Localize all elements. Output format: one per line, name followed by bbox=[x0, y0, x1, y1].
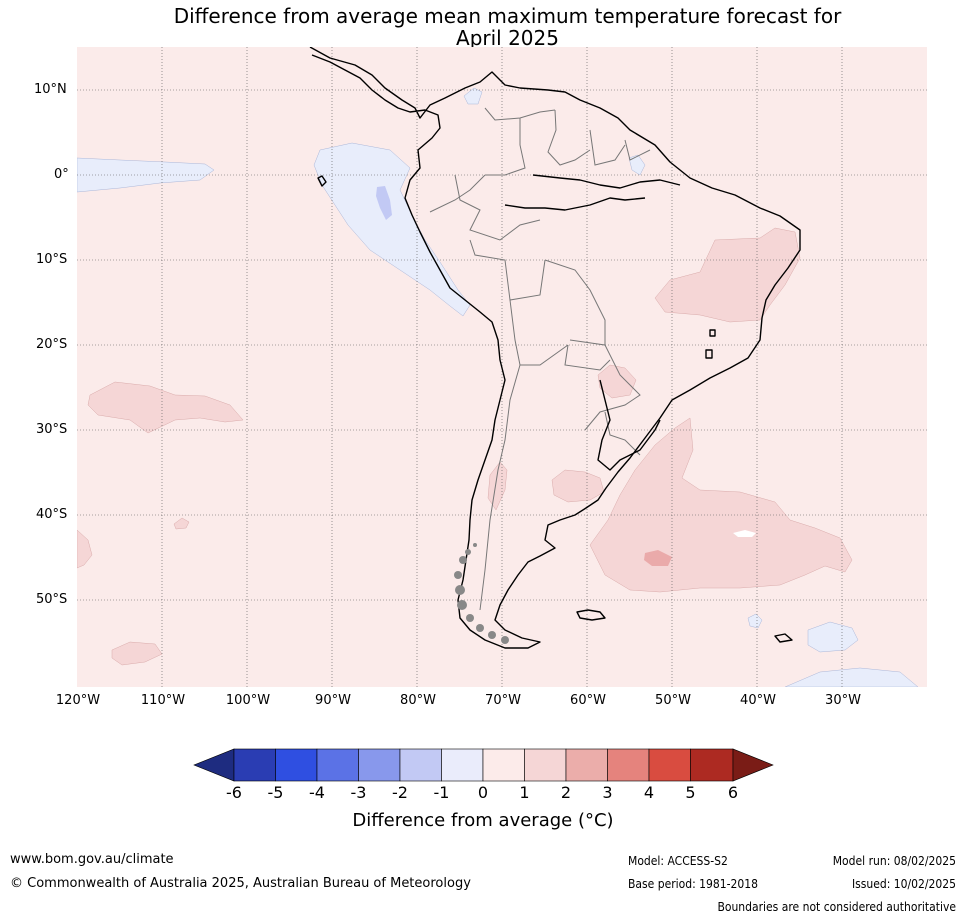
colorbar-tick: -3 bbox=[350, 783, 367, 802]
colorbar-tick: 2 bbox=[560, 783, 572, 802]
colorbar-tick: 1 bbox=[519, 783, 530, 802]
cool-anomaly-caribbean bbox=[463, 87, 483, 105]
map-area bbox=[77, 47, 927, 687]
map-title-line1: Difference from average mean maximum tem… bbox=[173, 4, 842, 28]
lat-label: 10°S bbox=[36, 252, 68, 267]
colorbar-extend-high bbox=[732, 748, 774, 782]
lat-label: 10°N bbox=[34, 82, 67, 97]
cool-anomaly-far-south bbox=[784, 667, 919, 687]
colorbar-bin bbox=[358, 748, 401, 782]
colorbar-bin bbox=[607, 748, 650, 782]
colorbar-bin bbox=[482, 748, 525, 782]
colorbar-bin bbox=[648, 748, 691, 782]
colorbar-tick: -4 bbox=[309, 783, 325, 802]
colorbar-tick: -2 bbox=[392, 783, 408, 802]
warm-anomaly-core bbox=[644, 550, 672, 566]
lon-label: 80°W bbox=[400, 693, 436, 708]
colorbar-label: Difference from average (°C) bbox=[352, 810, 614, 831]
lat-label: 40°S bbox=[36, 507, 68, 522]
colorbar-bin bbox=[565, 748, 608, 782]
warm-anomaly-pacific-west bbox=[87, 381, 244, 434]
lon-label: 30°W bbox=[825, 693, 861, 708]
lon-label: 60°W bbox=[570, 693, 606, 708]
cool-anomaly-south-atlantic bbox=[807, 621, 859, 653]
colorbar-extend-low bbox=[193, 748, 235, 782]
colorbar-tick: -5 bbox=[267, 783, 284, 802]
lon-label: 100°W bbox=[225, 693, 271, 708]
base-period-text: Base period: 1981-2018 bbox=[628, 877, 759, 891]
colorbar-tick: 0 bbox=[477, 783, 489, 802]
colorbar-bin bbox=[233, 748, 276, 782]
warm-anomaly-pacific-edge bbox=[77, 529, 93, 569]
warm-anomaly-brazil-northeast bbox=[654, 227, 801, 323]
map-title-line2: April 2025 bbox=[456, 26, 559, 50]
lon-label: 50°W bbox=[655, 693, 691, 708]
website-link[interactable]: www.bom.gov.au/climate bbox=[10, 852, 174, 867]
cool-anomaly-core bbox=[376, 186, 392, 220]
map-gridlines bbox=[77, 47, 927, 687]
colorbar bbox=[193, 748, 774, 782]
chile-archipelago bbox=[454, 543, 509, 644]
colorbar-tick: -6 bbox=[226, 783, 242, 802]
colorbar-tick: -1 bbox=[433, 783, 450, 802]
coastline bbox=[309, 47, 801, 649]
cool-anomaly-peru-current bbox=[313, 142, 471, 317]
disclaimer-text: Boundaries are not considered authoritat… bbox=[717, 900, 956, 914]
colorbar-tick: 5 bbox=[685, 783, 696, 802]
colorbar-bin bbox=[524, 748, 567, 782]
lat-label: 50°S bbox=[36, 592, 68, 607]
cool-anomaly-falklands-east bbox=[747, 613, 763, 629]
lon-label: 120°W bbox=[55, 693, 101, 708]
colorbar-tick: 3 bbox=[602, 783, 613, 802]
warm-anomaly-pacific-south bbox=[111, 641, 163, 666]
lat-label: 30°S bbox=[36, 422, 68, 437]
colorbar-bin bbox=[275, 748, 318, 782]
lat-label: 0° bbox=[54, 167, 69, 182]
lat-label: 20°S bbox=[36, 337, 68, 352]
issued-text: Issued: 10/02/2025 bbox=[851, 877, 956, 891]
copyright-text: © Commonwealth of Australia 2025, Austra… bbox=[10, 876, 471, 891]
colorbar-bin bbox=[441, 748, 484, 782]
country-borders bbox=[429, 107, 651, 611]
colorbar-bin bbox=[690, 748, 734, 782]
colorbar-tick: 4 bbox=[643, 783, 655, 802]
lon-label: 90°W bbox=[315, 693, 351, 708]
lon-label: 40°W bbox=[740, 693, 776, 708]
warm-anomaly-pacific-small bbox=[173, 517, 190, 530]
colorbar-bin bbox=[399, 748, 442, 782]
cool-anomaly-equatorial-pacific bbox=[77, 157, 215, 193]
warm-anomaly-south-atlantic bbox=[589, 417, 853, 593]
colorbar-bin bbox=[316, 748, 359, 782]
lon-label: 110°W bbox=[140, 693, 186, 708]
colorbar-tick: 6 bbox=[727, 783, 739, 802]
model-run-text: Model run: 08/02/2025 bbox=[832, 854, 956, 868]
cool-anomaly-guiana bbox=[628, 154, 646, 176]
lon-label: 70°W bbox=[485, 693, 521, 708]
model-text: Model: ACCESS-S2 bbox=[628, 854, 728, 868]
cool-anomaly-patch bbox=[733, 530, 756, 537]
